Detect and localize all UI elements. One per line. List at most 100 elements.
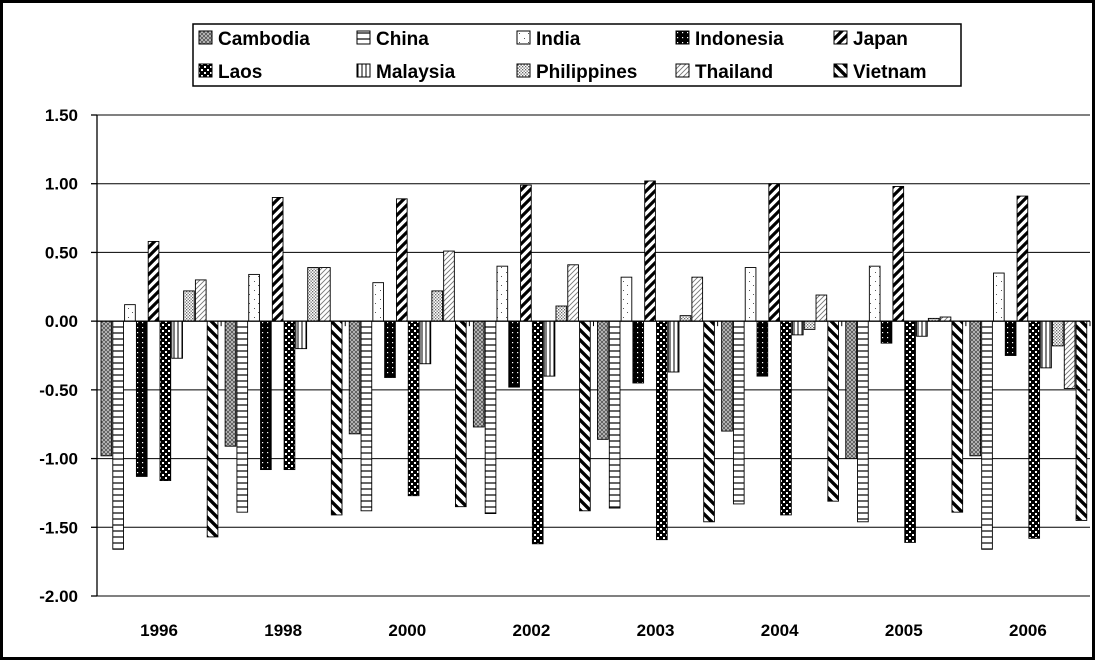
bar-philippines-1998 — [307, 267, 319, 322]
bar-china-2006 — [981, 320, 993, 550]
bar-malaysia-2005 — [916, 320, 928, 337]
bar-japan-2003 — [644, 180, 656, 322]
bar-china-2005 — [857, 320, 869, 523]
bar-philippines-2003 — [679, 315, 692, 322]
legend-label-thailand: Thailand — [695, 62, 773, 83]
bar-japan-2006 — [1016, 195, 1029, 322]
bar-cambodia-2004 — [721, 320, 733, 432]
legend-swatch-japan — [833, 30, 848, 45]
legend-swatch-indonesia — [675, 30, 690, 45]
y-tick-label: -0.50 — [39, 381, 78, 400]
bar-thailand-2000 — [443, 250, 455, 322]
bar-japan-2005 — [892, 186, 905, 322]
bar-vietnam-1996 — [206, 320, 219, 538]
bar-indonesia-2003 — [632, 320, 645, 384]
legend-label-japan: Japan — [853, 29, 908, 50]
bar-laos-2005 — [904, 320, 916, 543]
bar-indonesia-2006 — [1004, 320, 1017, 356]
bar-philippines-2004 — [803, 320, 816, 330]
x-tick-label: 1996 — [140, 621, 178, 640]
legend-box — [192, 23, 962, 87]
legend-label-china: China — [376, 29, 429, 50]
x-tick-label: 2002 — [513, 621, 551, 640]
x-tick-label: 2003 — [637, 621, 675, 640]
axes — [91, 114, 1091, 597]
bar-vietnam-2004 — [827, 320, 839, 502]
bar-india-2006 — [993, 272, 1005, 322]
legend-swatch-malaysia — [356, 63, 371, 78]
y-tick-label: 1.00 — [45, 175, 78, 194]
bar-cambodia-2002 — [472, 320, 485, 428]
legend-label-malaysia: Malaysia — [376, 62, 456, 83]
bar-thailand-2004 — [815, 294, 828, 322]
bar-cambodia-2003 — [597, 320, 609, 440]
y-tick-label: -2.00 — [39, 587, 78, 606]
bar-china-1998 — [236, 320, 249, 513]
legend-swatch-thailand — [675, 63, 690, 78]
bar-laos-2004 — [780, 320, 792, 516]
bar-malaysia-2002 — [543, 320, 556, 377]
bar-thailand-1996 — [194, 279, 207, 322]
bar-vietnam-1998 — [330, 320, 343, 516]
bar-thailand-2002 — [567, 264, 579, 322]
x-tick-label: 2005 — [885, 621, 923, 640]
bar-thailand-2003 — [691, 276, 704, 322]
bar-laos-2000 — [407, 320, 420, 497]
bar-malaysia-2003 — [667, 320, 680, 373]
bar-indonesia-1996 — [135, 320, 148, 477]
x-tick-label: 2004 — [761, 621, 799, 640]
bar-vietnam-2003 — [703, 320, 715, 523]
bar-philippines-2006 — [1052, 320, 1064, 347]
x-tick-label: 1998 — [264, 621, 302, 640]
bar-india-2002 — [496, 265, 509, 322]
bar-laos-2002 — [531, 320, 544, 545]
legend-swatch-philippines — [516, 63, 531, 78]
legend-swatch-laos — [198, 63, 213, 78]
bar-japan-1998 — [271, 197, 284, 322]
bar-philippines-2002 — [555, 305, 568, 322]
bar-india-2005 — [868, 265, 881, 322]
y-tick-label: 1.50 — [45, 106, 78, 125]
bar-indonesia-2000 — [384, 320, 396, 378]
bar-cambodia-2006 — [969, 320, 982, 457]
bar-japan-1996 — [147, 240, 160, 322]
legend-label-indonesia: Indonesia — [695, 29, 784, 50]
bar-india-2000 — [372, 282, 385, 322]
bar-china-2000 — [360, 320, 373, 512]
bar-thailand-1998 — [319, 267, 331, 322]
bar-india-1996 — [124, 304, 136, 322]
bar-japan-2004 — [768, 183, 780, 322]
bar-malaysia-2006 — [1040, 320, 1052, 369]
legend-label-laos: Laos — [218, 62, 262, 83]
bar-malaysia-1998 — [295, 320, 308, 350]
legend-label-philippines: Philippines — [536, 62, 637, 83]
x-tick-label: 2006 — [1009, 621, 1047, 640]
y-tick-label: -1.00 — [39, 450, 78, 469]
bar-philippines-2000 — [431, 290, 444, 322]
legend-swatch-vietnam — [833, 63, 848, 78]
bar-china-2003 — [608, 320, 621, 509]
bar-china-1996 — [112, 320, 124, 550]
bar-indonesia-1998 — [260, 320, 272, 471]
legend-label-vietnam: Vietnam — [853, 62, 927, 83]
bar-india-2003 — [620, 276, 633, 322]
x-tick-labels: 1996 1998 2000 2002 2003 2004 2005 2006 — [140, 621, 1047, 640]
bar-vietnam-2000 — [455, 320, 467, 508]
y-tick-label: -1.50 — [39, 518, 78, 537]
bar-malaysia-2004 — [791, 320, 804, 336]
bar-malaysia-2000 — [419, 320, 432, 365]
bar-indonesia-2005 — [880, 320, 893, 344]
bar-laos-1996 — [159, 320, 172, 482]
y-tick-label: 0.50 — [45, 243, 78, 262]
legend: Cambodia China India Indonesia Japan Laos Mala… — [192, 23, 962, 87]
bar-vietnam-2006 — [1075, 320, 1088, 521]
bar-thailand-2006 — [1063, 320, 1076, 389]
bar-cambodia-1996 — [100, 320, 113, 457]
y-tick-label: 0.00 — [45, 312, 78, 331]
bar-japan-2002 — [520, 184, 532, 322]
legend-swatch-china — [356, 30, 371, 45]
bar-indonesia-2002 — [508, 320, 520, 388]
bar-vietnam-2002 — [579, 320, 591, 512]
